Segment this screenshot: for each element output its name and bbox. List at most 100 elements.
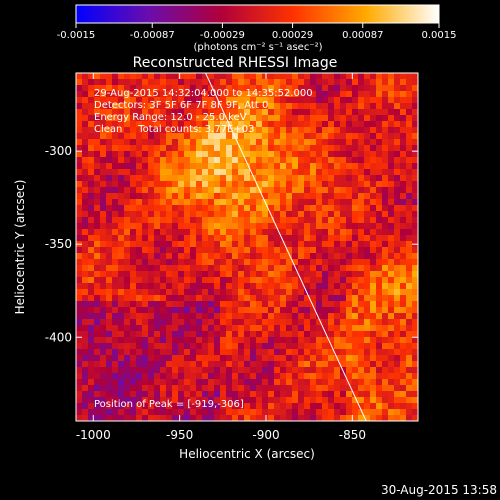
heatmap-cell bbox=[220, 355, 226, 361]
heatmap-cell bbox=[406, 265, 412, 271]
heatmap-cell bbox=[304, 415, 310, 421]
heatmap-cell bbox=[394, 319, 400, 325]
heatmap-cell bbox=[118, 115, 124, 121]
heatmap-cell bbox=[94, 217, 100, 223]
heatmap-cell bbox=[352, 97, 358, 103]
heatmap-cell bbox=[340, 343, 346, 349]
heatmap-cell bbox=[208, 319, 214, 325]
heatmap-cell bbox=[106, 139, 112, 145]
heatmap-cell bbox=[256, 337, 262, 343]
heatmap-cell bbox=[76, 391, 82, 397]
heatmap-cell bbox=[178, 97, 184, 103]
heatmap-cell bbox=[310, 193, 316, 199]
heatmap-cell bbox=[352, 367, 358, 373]
heatmap-cell bbox=[250, 271, 256, 277]
heatmap-cell bbox=[394, 157, 400, 163]
heatmap-cell bbox=[136, 175, 142, 181]
heatmap-cell bbox=[328, 361, 334, 367]
heatmap-cell bbox=[304, 253, 310, 259]
heatmap-cell bbox=[154, 145, 160, 151]
heatmap-cell bbox=[118, 337, 124, 343]
heatmap-cell bbox=[214, 397, 220, 403]
heatmap-cell bbox=[76, 181, 82, 187]
heatmap-cell bbox=[292, 163, 298, 169]
heatmap-cell bbox=[334, 313, 340, 319]
heatmap-cell bbox=[178, 415, 184, 421]
heatmap-cell bbox=[124, 373, 130, 379]
heatmap-cell bbox=[400, 301, 406, 307]
heatmap-cell bbox=[412, 301, 418, 307]
heatmap-cell bbox=[376, 241, 382, 247]
heatmap-cell bbox=[322, 91, 328, 97]
heatmap-cell bbox=[94, 229, 100, 235]
heatmap-cell bbox=[208, 157, 214, 163]
heatmap-cell bbox=[190, 139, 196, 145]
heatmap-cell bbox=[334, 307, 340, 313]
heatmap-cell bbox=[310, 289, 316, 295]
heatmap-cell bbox=[172, 247, 178, 253]
heatmap-cell bbox=[226, 277, 232, 283]
heatmap-cell bbox=[94, 211, 100, 217]
heatmap-cell bbox=[154, 241, 160, 247]
heatmap-cell bbox=[190, 79, 196, 85]
heatmap-cell bbox=[238, 289, 244, 295]
heatmap-cell bbox=[232, 391, 238, 397]
heatmap-cell bbox=[364, 229, 370, 235]
heatmap-cell bbox=[310, 181, 316, 187]
heatmap-cell bbox=[82, 337, 88, 343]
heatmap-cell bbox=[136, 397, 142, 403]
heatmap-cell bbox=[286, 199, 292, 205]
heatmap-cell bbox=[292, 241, 298, 247]
heatmap-cell bbox=[208, 415, 214, 421]
heatmap-cell bbox=[286, 391, 292, 397]
heatmap-cell bbox=[196, 133, 202, 139]
heatmap-cell bbox=[388, 151, 394, 157]
heatmap-cell bbox=[340, 289, 346, 295]
heatmap-cell bbox=[76, 325, 82, 331]
heatmap-cell bbox=[340, 187, 346, 193]
heatmap-cell bbox=[364, 157, 370, 163]
heatmap-cell bbox=[382, 343, 388, 349]
heatmap-cell bbox=[202, 97, 208, 103]
heatmap-cell bbox=[124, 175, 130, 181]
heatmap-cell bbox=[142, 103, 148, 109]
heatmap-cell bbox=[256, 121, 262, 127]
heatmap-cell bbox=[154, 127, 160, 133]
heatmap-cell bbox=[298, 145, 304, 151]
heatmap-cell bbox=[172, 367, 178, 373]
heatmap-cell bbox=[190, 283, 196, 289]
heatmap-cell bbox=[394, 217, 400, 223]
heatmap-cell bbox=[154, 313, 160, 319]
heatmap-cell bbox=[148, 157, 154, 163]
heatmap-cell bbox=[154, 151, 160, 157]
heatmap-cell bbox=[394, 187, 400, 193]
heatmap-cell bbox=[340, 229, 346, 235]
heatmap-cell bbox=[340, 241, 346, 247]
heatmap-cell bbox=[184, 385, 190, 391]
heatmap-cell bbox=[124, 229, 130, 235]
heatmap-cell bbox=[244, 145, 250, 151]
heatmap-cell bbox=[334, 367, 340, 373]
heatmap-cell bbox=[100, 103, 106, 109]
heatmap-cell bbox=[256, 175, 262, 181]
heatmap-cell bbox=[400, 265, 406, 271]
heatmap-cell bbox=[310, 163, 316, 169]
heatmap-cell bbox=[130, 157, 136, 163]
heatmap-cell bbox=[196, 415, 202, 421]
heatmap-cell bbox=[76, 157, 82, 163]
heatmap-cell bbox=[148, 133, 154, 139]
heatmap-cell bbox=[94, 313, 100, 319]
heatmap-cell bbox=[346, 91, 352, 97]
heatmap-cell bbox=[346, 145, 352, 151]
heatmap-cell bbox=[304, 115, 310, 121]
heatmap-cell bbox=[250, 307, 256, 313]
heatmap-cell bbox=[76, 103, 82, 109]
heatmap-cell bbox=[190, 391, 196, 397]
y-axis-label: Heliocentric Y (arcsec) bbox=[13, 180, 27, 315]
heatmap-cell bbox=[316, 415, 322, 421]
heatmap-cell bbox=[118, 229, 124, 235]
heatmap-cell bbox=[112, 355, 118, 361]
heatmap-cell bbox=[244, 307, 250, 313]
heatmap-cell bbox=[358, 133, 364, 139]
heatmap-cell bbox=[208, 331, 214, 337]
